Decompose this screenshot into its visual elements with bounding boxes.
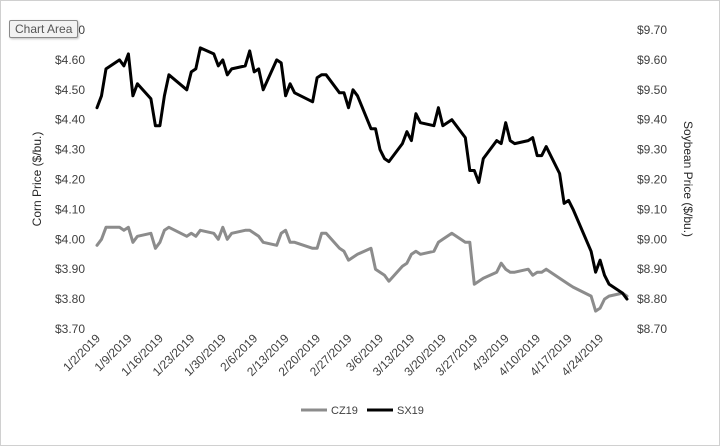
plot-area [95, 46, 629, 313]
chart-area-tooltip: Chart Area [9, 20, 79, 38]
y-left-tick-label: $4.30 [55, 143, 85, 157]
y-right-tick-label: $9.40 [637, 113, 667, 127]
legend-label-sx19: SX19 [397, 405, 424, 417]
y-left-tick-label: $4.60 [55, 53, 85, 67]
y-right-tick-label: $9.50 [637, 83, 667, 97]
y-left-tick-label: $3.70 [55, 322, 85, 336]
y-right-tick-label: $8.70 [637, 322, 667, 336]
y-right-tick-label: $9.00 [637, 232, 667, 246]
y-right-tick-label: $9.70 [637, 23, 667, 37]
legend-label-cz19: CZ19 [331, 405, 358, 417]
y-right-tick-label: $9.10 [637, 202, 667, 216]
y-left-tick-label: $4.20 [55, 173, 85, 187]
y-left-tick-label: $4.50 [55, 83, 85, 97]
y-left-tick-label: $3.80 [55, 292, 85, 306]
series-line-sx19 [95, 46, 629, 301]
y-left-tick-label: $4.00 [55, 232, 85, 246]
y-right-tick-label: $9.60 [637, 53, 667, 67]
y-right-tick-label: $9.30 [637, 143, 667, 157]
axes: $3.70 $3.80 $3.90 $4.00 $4.10 $4.20 $4.30 $4.40… [55, 23, 667, 379]
y-right-tick-label: $9.20 [637, 173, 667, 187]
y-left-tick-label: $4.10 [55, 202, 85, 216]
y-left-tick-label: $3.90 [55, 262, 85, 276]
y-axis-right-title: Soybean Price ($/bu.) [681, 121, 695, 237]
series-line-cz19 [95, 225, 629, 313]
y-right-tick-label: $8.80 [637, 292, 667, 306]
y-right-tick-label: $8.90 [637, 262, 667, 276]
legend: CZ19 SX19 [301, 405, 424, 417]
y-axis-left-title: Corn Price ($/bu.) [30, 132, 44, 227]
y-left-tick-label: $4.40 [55, 113, 85, 127]
